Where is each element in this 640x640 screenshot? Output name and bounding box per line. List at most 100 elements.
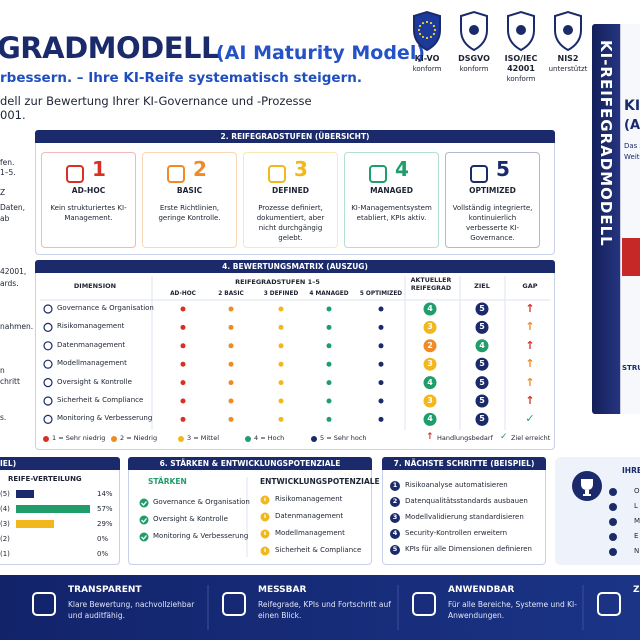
benefit-item: O [634,487,640,495]
footer-text: Reifegrade, KPIs und Fortschritt auf ein… [258,600,391,620]
star [433,28,437,32]
level-dot [278,306,284,312]
potential-item: Datenmanagement [275,512,344,520]
footer-title: MESSBAR [258,585,307,595]
level-number: 3 [294,157,308,181]
graphics [32,585,621,630]
distribution-title: IEL) [0,457,120,470]
legend-dot [43,436,49,442]
step-text: Security-Kontrollen erweitern [405,529,508,537]
current-badge [423,412,437,426]
benefits-card [555,457,640,565]
sidebar-text: 1–5. [0,168,16,177]
level-icon [369,165,387,183]
distribution-label: (2) [0,535,10,543]
level-dot [326,361,332,367]
target-value: 4 [479,340,485,350]
step-badge [390,513,400,523]
icon-shape [167,165,185,183]
badge-label: NIS2 [557,54,579,63]
badge-text: KI-VO konform [403,54,451,74]
gap-symbol: ✓ [525,412,535,426]
level-description: Prozesse definiert, dokumentiert, aber n… [256,204,325,242]
badge-sub: konform [506,75,536,83]
matrix-title: 4. BEWERTUNGSMATRIX (AUSZUG) [35,260,555,273]
target-value: 5 [479,359,485,369]
check-icon [139,515,149,525]
level-dot [180,416,186,422]
legend-dot [178,436,184,442]
sidebar-text: fen. [0,158,15,167]
level-number: 2 [193,157,207,181]
level-dot [228,416,234,422]
gap-symbol: ↑ [525,357,535,371]
footer-icon [32,592,56,616]
description: dell zur Bewertung Ihrer KI-Governance u… [0,94,312,108]
distribution-value: 57% [97,505,113,513]
distribution-label: (3) [0,520,10,528]
badge-label: KI-VO [414,54,440,63]
level-icon [66,165,84,183]
distribution-bar [16,520,54,528]
badge-text: DSGVO konform [450,54,498,74]
graphics [413,10,582,52]
level-card: 2 BASIC Erste Richtlinien, geringe Kontrol… [142,152,237,248]
legend-label: 3 = Mittel [187,434,220,442]
next-steps-title: 7. NÄCHSTE SCHRITTE (BEISPIEL) [382,457,546,470]
legend-label: 2 = Niedrig [120,434,158,442]
benefit-item: E [634,532,639,540]
star [425,36,429,40]
step-number: 5 [392,545,398,553]
level-dot [278,380,284,386]
strength-item: Oversight & Kontrolle [153,515,228,523]
step-badge [390,545,400,555]
matrix-header: ZIEL [474,282,490,290]
box-front [620,24,640,414]
level-dot [378,306,384,312]
legend-dot [311,436,317,442]
tagline: rbessern. – Ihre KI-Reife systematisch s… [0,70,362,86]
current-badge [423,376,437,390]
target-value: 5 [479,322,485,332]
check-icon [139,532,149,542]
check-icon [609,518,617,526]
target-badge [475,302,489,316]
graphics [40,276,550,442]
distribution-value: 29% [97,520,113,528]
step-text: KPIs für alle Dimensionen definieren [405,545,532,553]
dimension: Risikomanagement [57,322,125,331]
dimension: Sicherheit & Compliance [57,396,144,404]
target-value: 5 [479,377,485,387]
legend-label: Ziel erreicht [511,434,551,442]
step-text: Risikoanalyse automatisieren [405,481,508,489]
icon-shape [66,165,84,183]
matrix-section [35,260,555,450]
distribution-subtitle: REIFE-VERTEILUNG [8,475,82,483]
distribution-label: (4) [0,505,10,513]
level-dot [378,361,384,367]
level-dot [326,416,332,422]
box-red-tab [622,238,640,276]
distribution-value: 0% [97,550,109,558]
check-mark [141,518,147,523]
target-value: 5 [479,396,485,405]
level-dot [278,416,284,422]
benefit-item: M [634,517,640,525]
distribution-value: 14% [97,490,113,498]
graphics [139,477,270,557]
legend-symbol: ✓ [500,432,508,442]
sidebar-text: Z [0,188,6,197]
badge-mark [469,25,479,35]
strength-item: Monitoring & Verbesserung [153,532,249,540]
step-badge [390,497,400,507]
level-dot [180,343,186,349]
dimension-icon [43,341,53,351]
sidebar-text: Daten, [0,203,26,212]
spine-text: KI-REIFEGRADMODELL [597,40,615,247]
dimension: Governance & Organisation [57,304,154,312]
target-badge [475,412,489,426]
level-dot [278,343,284,349]
sidebar-text: ab [0,214,10,223]
level-name: AD-HOC [71,186,106,195]
